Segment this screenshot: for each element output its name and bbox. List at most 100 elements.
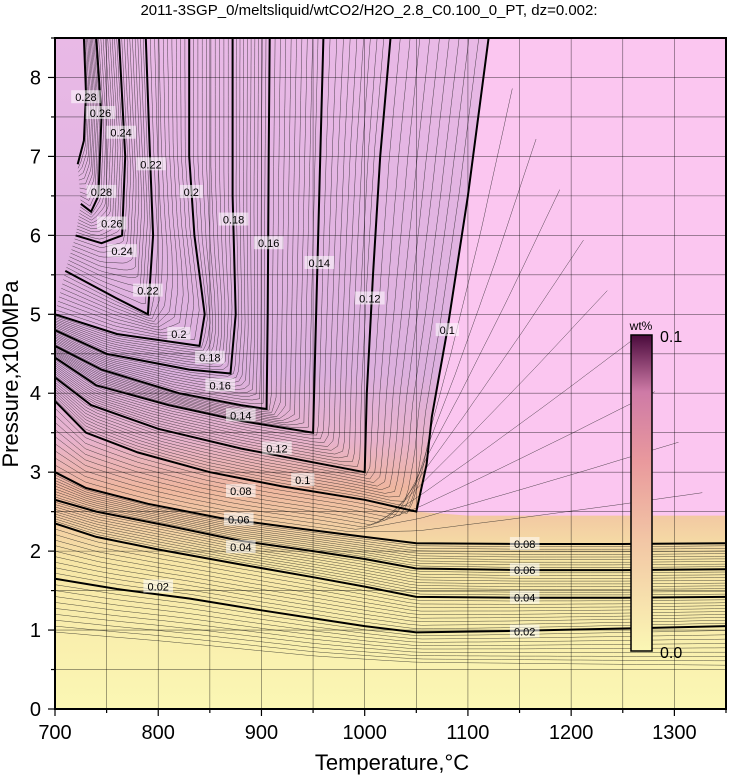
contour-label: 0.08 — [230, 486, 251, 498]
colorbar-unit: wt% — [629, 319, 653, 333]
minor-contour-line — [71, 38, 137, 264]
contour-label-bg — [262, 441, 292, 455]
minor-contour-line — [58, 38, 189, 334]
minor-contour-line — [78, 38, 111, 224]
minor-contour-line — [55, 488, 726, 560]
contour-label: 0.02 — [148, 582, 169, 594]
minor-contour-line — [55, 38, 214, 354]
minor-contour-line — [55, 38, 252, 390]
minor-contour-line — [55, 38, 450, 494]
minor-contour-line — [55, 38, 276, 411]
contour-label-bg — [167, 327, 191, 341]
minor-contour-line — [55, 474, 726, 547]
minor-contour-line — [55, 38, 401, 476]
contour-label: 0.16 — [209, 380, 230, 392]
y-tick-label: 8 — [30, 67, 41, 89]
minor-contour-line — [68, 38, 145, 287]
contour-label: 0.06 — [228, 515, 249, 527]
contour-label: 0.16 — [258, 238, 279, 250]
minor-contour-line — [55, 38, 430, 487]
minor-contour-line — [55, 556, 726, 619]
y-tick-label: 6 — [30, 225, 41, 247]
minor-contour-line — [55, 528, 726, 602]
minor-contour-line — [55, 38, 319, 429]
minor-contour-line — [55, 38, 351, 447]
contour-label: 0.26 — [90, 108, 111, 120]
contour-label-bg — [509, 590, 540, 604]
contour-label: 0.28 — [75, 92, 96, 104]
minor-contour-line — [61, 38, 173, 325]
minor-contour-line — [80, 38, 104, 215]
contour-line-0-06 — [55, 498, 726, 572]
x-tick-label: 900 — [245, 722, 278, 744]
minor-contour-line — [55, 38, 308, 424]
contour-label-bg — [106, 125, 136, 139]
contour-label: 0.04 — [230, 542, 251, 554]
contour-label: 0.08 — [514, 539, 535, 551]
minor-contour-line — [55, 590, 726, 640]
minor-contour-line — [55, 38, 200, 341]
y-tick-label: 4 — [30, 383, 41, 405]
minor-contour-line — [66, 38, 151, 304]
minor-contour-line — [55, 38, 229, 368]
minor-contour-line — [55, 38, 256, 394]
contour-label: 0.2 — [171, 329, 186, 341]
x-axis-label: Temperature,°C — [315, 750, 469, 775]
minor-contour-line — [78, 38, 114, 227]
contour-label-bg — [195, 350, 225, 364]
y-tick-label: 3 — [30, 462, 41, 484]
contour-line-0-22 — [64, 38, 155, 316]
minor-contour-line — [55, 513, 726, 587]
minor-contour-line — [55, 38, 421, 483]
minor-contour-line — [55, 38, 338, 440]
contour-line-0-1 — [55, 38, 490, 513]
minor-contour-line — [76, 38, 124, 240]
plot-frame — [54, 37, 727, 710]
minor-contour-line — [60, 38, 179, 328]
contour-label-bg — [179, 184, 203, 198]
contour-line-0-12 — [55, 38, 392, 474]
colorbar-scale — [630, 334, 653, 652]
minor-contour-line — [55, 520, 726, 596]
contour-line-0-14 — [55, 38, 325, 434]
minor-contour-line — [55, 88, 513, 514]
minor-contour-line — [55, 38, 411, 480]
minor-contour-line — [55, 38, 233, 370]
contour-line-0-18 — [55, 38, 237, 375]
contour-label: 0.2 — [184, 187, 199, 199]
minor-contour-line — [55, 602, 726, 646]
minor-contour-line — [55, 608, 726, 650]
minor-contour-line — [55, 38, 287, 415]
contour-label-bg — [355, 291, 385, 305]
minor-contour-line — [55, 38, 246, 384]
minor-contour-line — [80, 38, 99, 201]
contour-label: 0.06 — [514, 565, 535, 577]
minor-contour-line — [55, 38, 378, 462]
minor-contour-line — [69, 38, 142, 278]
plot-area: 0.02 0.02 0.04 0.04 0.06 0.06 0.08 0.08 0.1 0.1 0.… — [55, 38, 726, 709]
minor-contour-line — [55, 506, 726, 579]
contour-label-bg — [226, 540, 256, 554]
contour-line-0-28 — [76, 38, 88, 165]
minor-contour-line — [55, 38, 226, 365]
minor-contour-line — [55, 518, 726, 593]
minor-contour-line — [55, 38, 281, 413]
minor-contour-line — [55, 290, 608, 523]
minor-contour-line — [55, 464, 703, 533]
minor-contour-line — [79, 38, 109, 221]
minor-contour-line — [55, 539, 726, 608]
contour-label: 0.02 — [514, 627, 535, 639]
contour-label: 0.1 — [295, 475, 310, 487]
minor-contour-line — [55, 391, 655, 528]
contour-label-bg — [96, 216, 127, 230]
contour-label-bg — [226, 484, 256, 498]
contour-labels: 0.02 0.02 0.04 0.04 0.06 0.06 0.08 0.08 0.1 0.1 0.… — [71, 90, 540, 639]
minor-contour-line — [74, 38, 129, 248]
minor-contour-line — [55, 501, 726, 574]
minor-contour-line — [55, 38, 219, 359]
minor-contour-line — [55, 38, 440, 491]
colorbar: wt% 0.1 0.0 — [629, 319, 683, 662]
contour-label: 0.12 — [266, 443, 287, 455]
minor-contour-line — [55, 482, 726, 555]
